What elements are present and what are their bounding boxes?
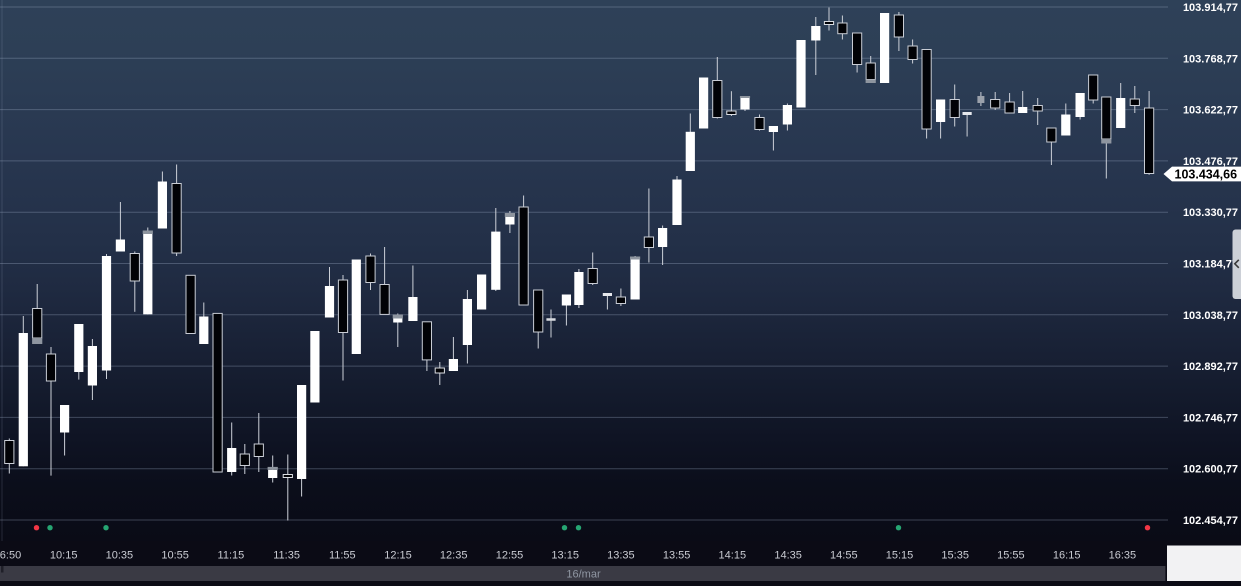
svg-text:12:15: 12:15 — [384, 550, 412, 562]
svg-text:11:15: 11:15 — [218, 550, 245, 562]
svg-text:16:35: 16:35 — [1109, 550, 1137, 562]
svg-text:103.622,77: 103.622,77 — [1183, 105, 1238, 117]
svg-text:102.892,77: 102.892,77 — [1183, 361, 1238, 373]
svg-text:10:15: 10:15 — [50, 550, 78, 562]
svg-text:15:35: 15:35 — [941, 550, 969, 562]
svg-text:103.434,66: 103.434,66 — [1175, 167, 1238, 181]
svg-text:10:35: 10:35 — [106, 550, 134, 562]
svg-text:16:15: 16:15 — [1053, 550, 1081, 562]
svg-text:103.184,77: 103.184,77 — [1183, 259, 1238, 271]
svg-text:13:55: 13:55 — [663, 550, 691, 562]
svg-text:10:55: 10:55 — [161, 550, 189, 562]
svg-text:11:55: 11:55 — [329, 550, 356, 562]
svg-text:103.768,77: 103.768,77 — [1183, 53, 1238, 65]
svg-text:14:15: 14:15 — [719, 550, 747, 562]
svg-text:102.746,77: 102.746,77 — [1183, 412, 1238, 424]
svg-text:103.914,77: 103.914,77 — [1183, 2, 1238, 14]
svg-text:13:35: 13:35 — [607, 550, 635, 562]
svg-text:13:15: 13:15 — [551, 550, 579, 562]
svg-text:103.476,77: 103.476,77 — [1183, 156, 1238, 168]
svg-text:12:55: 12:55 — [496, 550, 524, 562]
svg-text:6:50: 6:50 — [0, 550, 21, 562]
svg-text:14:35: 14:35 — [774, 550, 802, 562]
svg-text:103.330,77: 103.330,77 — [1183, 207, 1238, 219]
svg-text:11:35: 11:35 — [273, 550, 300, 562]
svg-text:12:35: 12:35 — [440, 550, 468, 562]
svg-text:103.038,77: 103.038,77 — [1183, 310, 1238, 322]
svg-text:102.600,77: 102.600,77 — [1183, 464, 1238, 476]
svg-text:102.454,77: 102.454,77 — [1183, 515, 1238, 527]
svg-text:14:55: 14:55 — [830, 550, 858, 562]
svg-text:15:15: 15:15 — [886, 550, 914, 562]
svg-text:15:55: 15:55 — [997, 550, 1025, 562]
svg-text:16/mar: 16/mar — [566, 569, 601, 581]
